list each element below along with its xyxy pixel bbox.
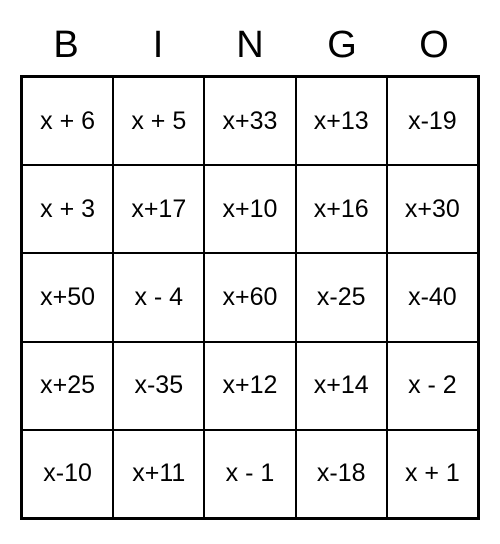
bingo-cell[interactable]: x + 6 — [22, 77, 113, 165]
bingo-cell[interactable]: x+14 — [296, 342, 387, 430]
bingo-header-i: I — [112, 15, 204, 75]
bingo-cell[interactable]: x+17 — [113, 165, 204, 253]
bingo-cell[interactable]: x + 1 — [387, 430, 478, 518]
bingo-cell[interactable]: x - 1 — [204, 430, 295, 518]
bingo-header-g: G — [296, 15, 388, 75]
bingo-cell[interactable]: x - 2 — [387, 342, 478, 430]
bingo-header-row: B I N G O — [20, 15, 480, 75]
bingo-cell[interactable]: x + 5 — [113, 77, 204, 165]
bingo-card: B I N G O x + 6 x + 5 x+33 x+13 x-19 x +… — [20, 15, 480, 520]
bingo-cell[interactable]: x+25 — [22, 342, 113, 430]
bingo-cell[interactable]: x+60 — [204, 253, 295, 341]
bingo-cell[interactable]: x-10 — [22, 430, 113, 518]
bingo-cell[interactable]: x + 3 — [22, 165, 113, 253]
bingo-cell[interactable]: x-35 — [113, 342, 204, 430]
bingo-cell[interactable]: x - 4 — [113, 253, 204, 341]
bingo-header-n: N — [204, 15, 296, 75]
bingo-cell[interactable]: x-40 — [387, 253, 478, 341]
bingo-header-b: B — [20, 15, 112, 75]
bingo-cell[interactable]: x-19 — [387, 77, 478, 165]
bingo-cell[interactable]: x+12 — [204, 342, 295, 430]
bingo-cell[interactable]: x+13 — [296, 77, 387, 165]
bingo-cell[interactable]: x+16 — [296, 165, 387, 253]
bingo-header-o: O — [388, 15, 480, 75]
bingo-cell[interactable]: x-18 — [296, 430, 387, 518]
bingo-cell[interactable]: x-25 — [296, 253, 387, 341]
bingo-cell[interactable]: x+30 — [387, 165, 478, 253]
bingo-grid: x + 6 x + 5 x+33 x+13 x-19 x + 3 x+17 x+… — [20, 75, 480, 520]
bingo-cell[interactable]: x+50 — [22, 253, 113, 341]
bingo-cell[interactable]: x+33 — [204, 77, 295, 165]
bingo-cell[interactable]: x+11 — [113, 430, 204, 518]
bingo-cell[interactable]: x+10 — [204, 165, 295, 253]
